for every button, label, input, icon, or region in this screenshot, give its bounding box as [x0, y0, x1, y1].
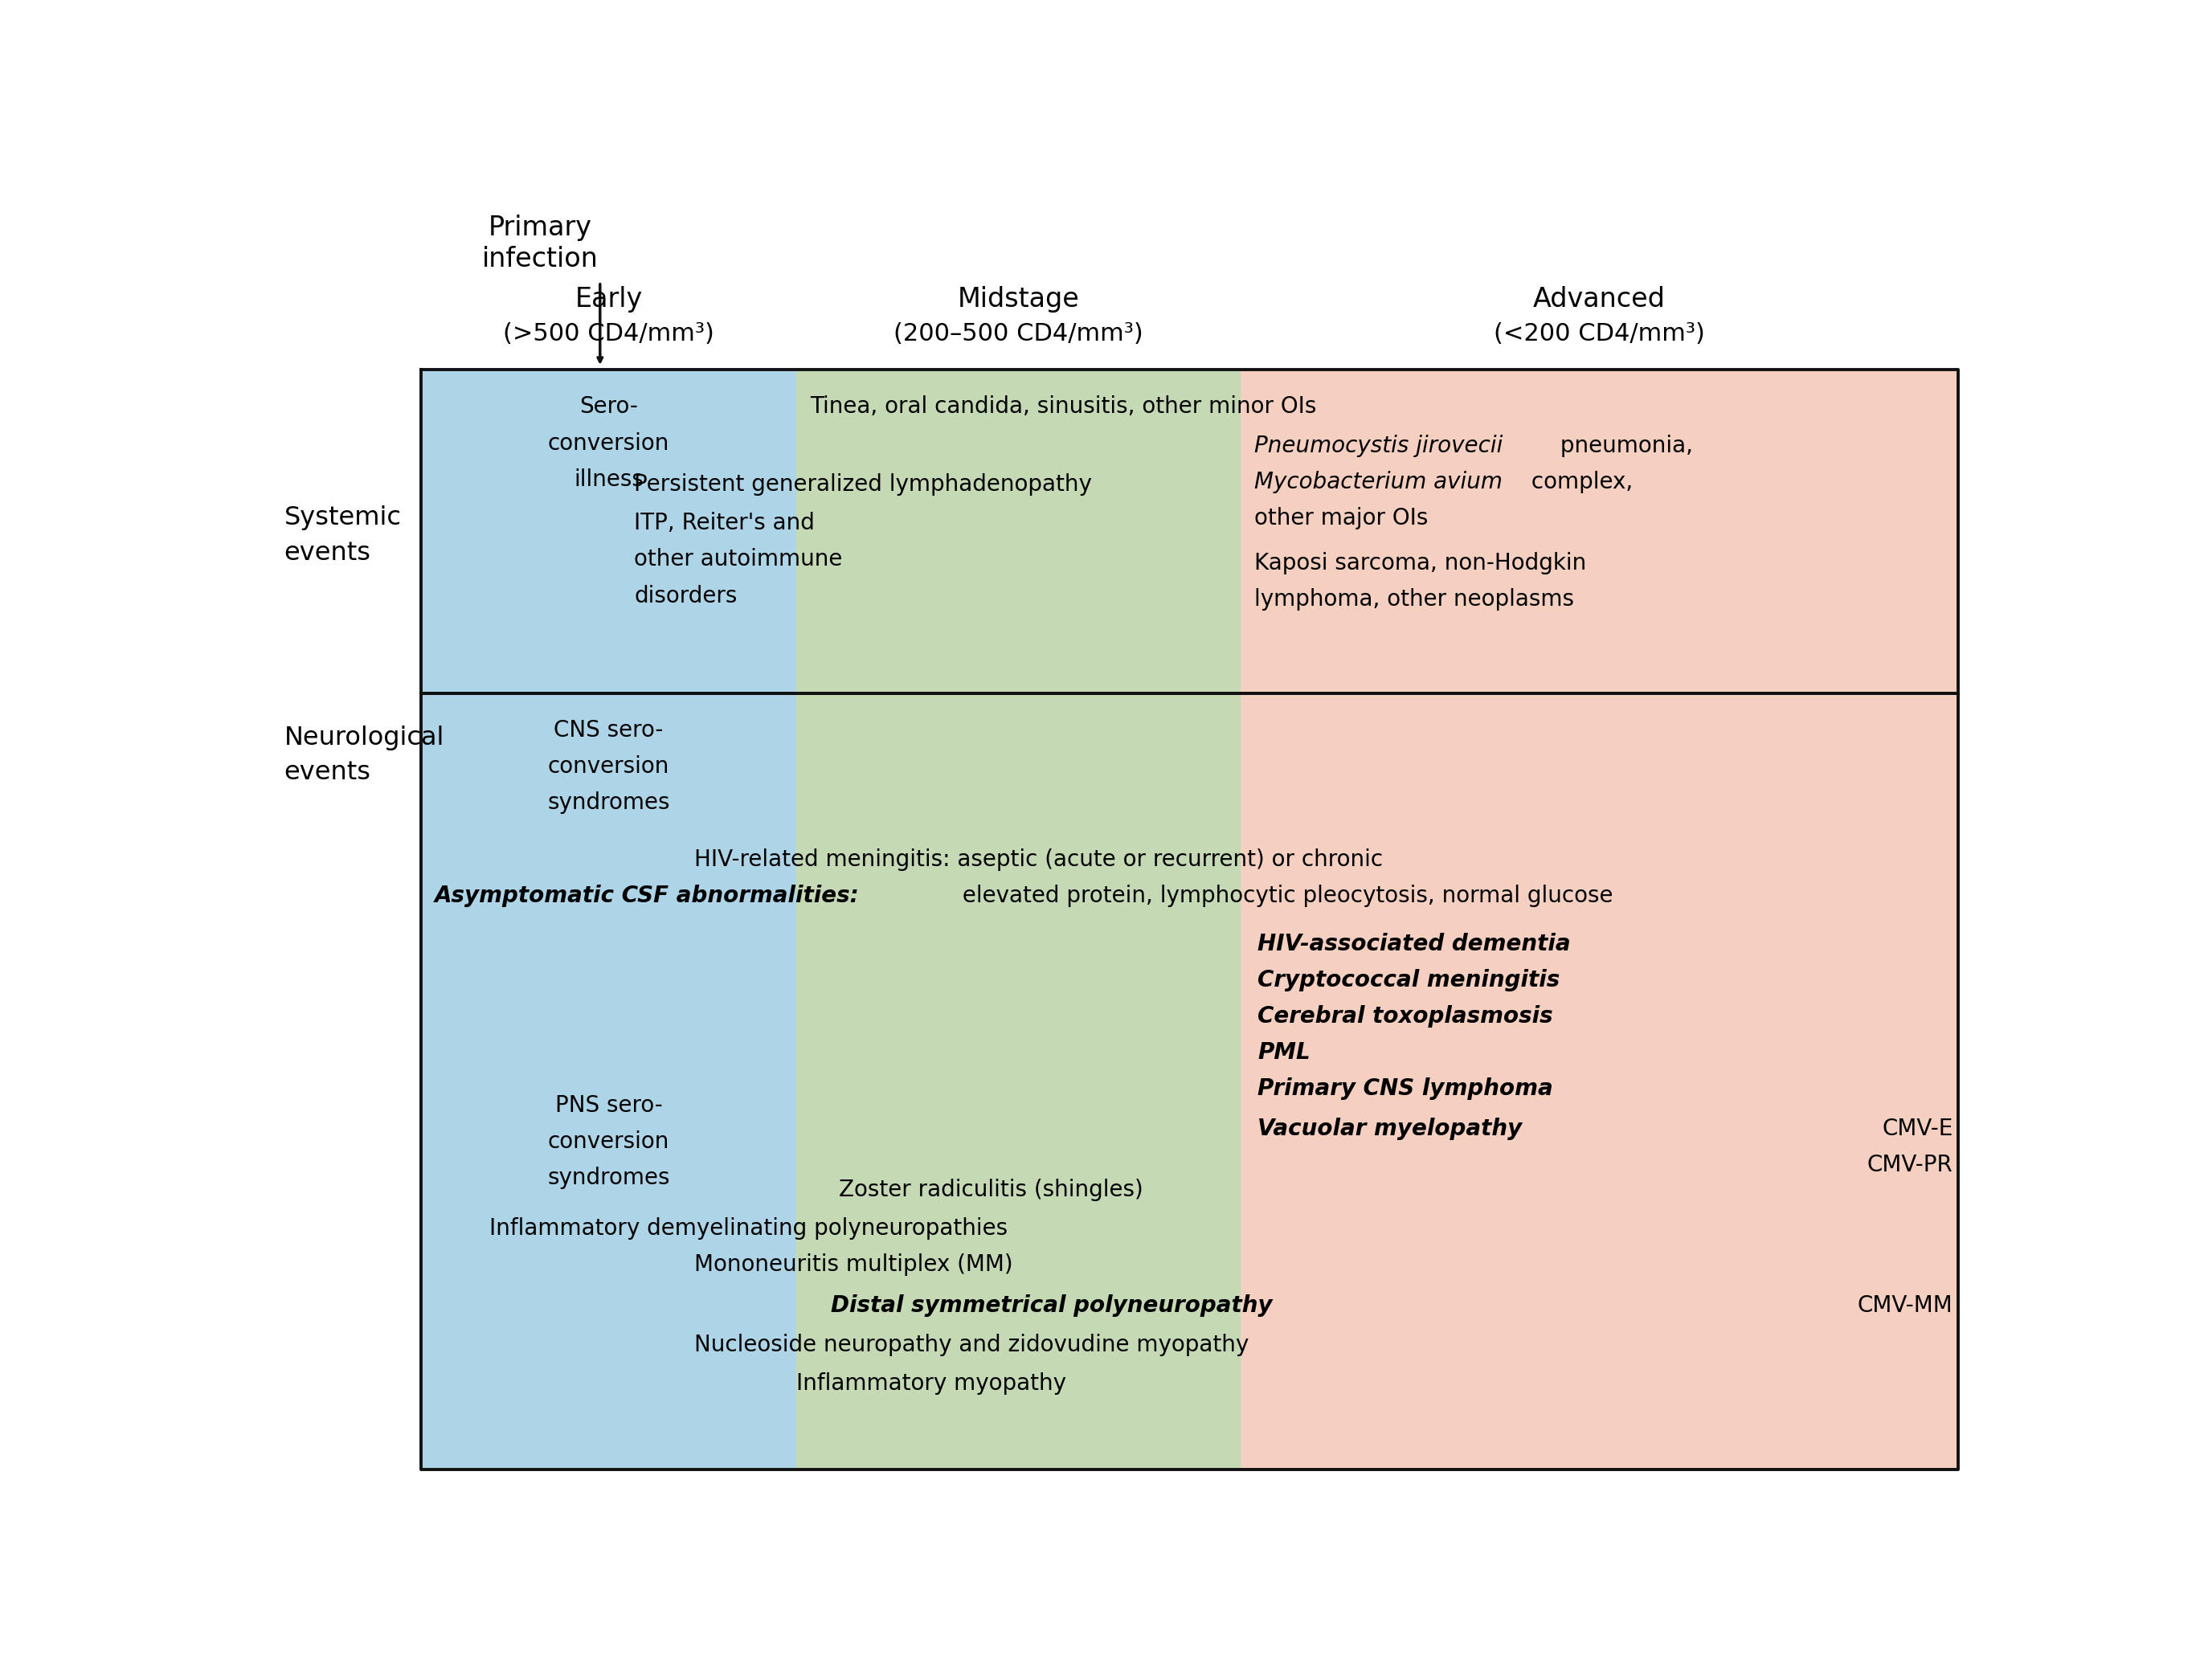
Text: Cerebral toxoplasmosis: Cerebral toxoplasmosis — [1258, 1005, 1554, 1028]
Text: CMV-MM: CMV-MM — [1858, 1295, 1953, 1317]
Text: elevated protein, lymphocytic pleocytosis, normal glucose: elevated protein, lymphocytic pleocytosi… — [954, 885, 1613, 907]
Text: Mycobacterium avium: Mycobacterium avium — [1254, 470, 1503, 494]
Text: Mononeuritis multiplex (MM): Mononeuritis multiplex (MM) — [694, 1253, 1012, 1275]
Text: conversion: conversion — [549, 756, 670, 778]
Text: Asymptomatic CSF abnormalities:: Asymptomatic CSF abnormalities: — [434, 885, 860, 907]
Text: (<200 CD4/mm³): (<200 CD4/mm³) — [1494, 323, 1706, 344]
Text: Inflammatory demyelinating polyneuropathies: Inflammatory demyelinating polyneuropath… — [489, 1216, 1007, 1240]
Text: Distal symmetrical polyneuropathy: Distal symmetrical polyneuropathy — [831, 1295, 1272, 1317]
Text: other autoimmune: other autoimmune — [635, 548, 842, 571]
Text: (200–500 CD4/mm³): (200–500 CD4/mm³) — [893, 323, 1144, 344]
Bar — [796, 694, 1241, 1470]
Text: Tinea, oral candida, sinusitis, other minor OIs: Tinea, oral candida, sinusitis, other mi… — [811, 396, 1316, 418]
Text: Primary CNS lymphoma: Primary CNS lymphoma — [1258, 1077, 1554, 1100]
Text: CMV-E: CMV-E — [1882, 1117, 1953, 1141]
Text: Inflammatory myopathy: Inflammatory myopathy — [796, 1373, 1067, 1394]
Text: HIV-associated dementia: HIV-associated dementia — [1258, 932, 1571, 954]
Text: events: events — [284, 541, 370, 566]
Text: Pneumocystis jirovecii: Pneumocystis jirovecii — [1254, 435, 1503, 457]
Text: Advanced: Advanced — [1534, 286, 1666, 312]
Text: syndromes: syndromes — [547, 791, 670, 815]
Text: Nucleoside neuropathy and zidovudine myopathy: Nucleoside neuropathy and zidovudine myo… — [694, 1334, 1250, 1356]
Text: complex,: complex, — [1525, 470, 1633, 494]
Text: PML: PML — [1258, 1042, 1311, 1063]
Text: Systemic: Systemic — [284, 506, 401, 531]
Bar — [796, 370, 1241, 694]
Text: Neurological: Neurological — [284, 726, 445, 751]
Bar — [1241, 694, 1957, 1470]
Text: CNS sero-: CNS sero- — [553, 719, 663, 741]
Text: Persistent generalized lymphadenopathy: Persistent generalized lymphadenopathy — [635, 474, 1093, 496]
Text: ITP, Reiter's and: ITP, Reiter's and — [635, 512, 815, 534]
Text: Primary: Primary — [489, 215, 593, 240]
Text: HIV-related meningitis: aseptic (acute or recurrent) or chronic: HIV-related meningitis: aseptic (acute o… — [694, 848, 1382, 870]
Text: lymphoma, other neoplasms: lymphoma, other neoplasms — [1254, 588, 1574, 612]
Bar — [421, 370, 796, 694]
Text: Vacuolar myelopathy: Vacuolar myelopathy — [1258, 1117, 1523, 1141]
Text: Kaposi sarcoma, non-Hodgkin: Kaposi sarcoma, non-Hodgkin — [1254, 553, 1587, 575]
Text: conversion: conversion — [549, 1131, 670, 1152]
Text: Midstage: Midstage — [957, 286, 1080, 312]
Text: Cryptococcal meningitis: Cryptococcal meningitis — [1258, 969, 1560, 991]
Text: illness: illness — [573, 469, 644, 491]
Text: events: events — [284, 761, 370, 785]
Text: infection: infection — [483, 245, 599, 272]
Text: syndromes: syndromes — [547, 1166, 670, 1189]
Text: PNS sero-: PNS sero- — [555, 1094, 663, 1117]
Text: other major OIs: other major OIs — [1254, 507, 1428, 529]
Text: Early: Early — [575, 286, 641, 312]
Bar — [1241, 370, 1957, 694]
Text: (>500 CD4/mm³): (>500 CD4/mm³) — [503, 323, 714, 344]
Text: conversion: conversion — [549, 432, 670, 454]
Text: Zoster radiculitis (shingles): Zoster radiculitis (shingles) — [840, 1178, 1144, 1201]
Bar — [421, 694, 796, 1470]
Text: disorders: disorders — [635, 585, 738, 606]
Text: pneumonia,: pneumonia, — [1554, 435, 1693, 457]
Text: CMV-PR: CMV-PR — [1867, 1154, 1953, 1176]
Text: Sero-: Sero- — [580, 396, 637, 418]
